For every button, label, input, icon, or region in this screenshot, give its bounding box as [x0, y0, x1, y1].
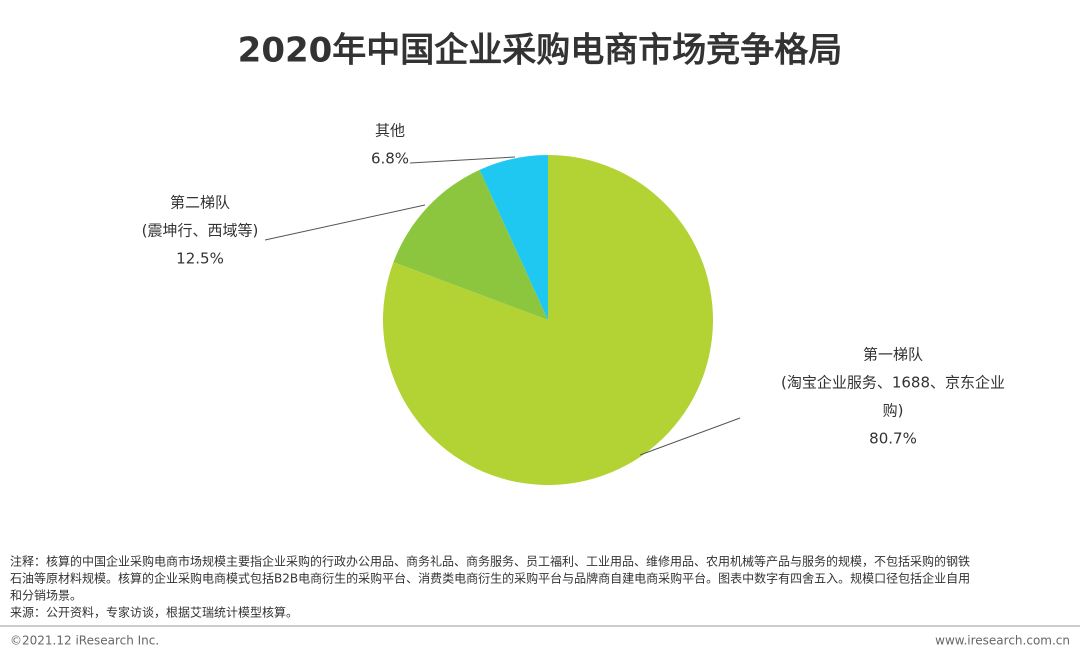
leader-line — [639, 417, 741, 456]
chart-title: 2020年中国企业采购电商市场竞争格局 — [238, 31, 843, 71]
label-detail: 购) — [883, 402, 904, 420]
note-line: 注释：核算的中国企业采购电商市场规模主要指企业采购的行政办公用品、商务礼品、商务… — [10, 554, 970, 569]
pie-slice — [479, 155, 548, 320]
label-detail: (淘宝企业服务、1688、京东企业 — [781, 374, 1005, 392]
source: 来源：公开资料，专家访谈，根据艾瑞统计模型核算。 — [10, 605, 298, 620]
legend-label: 其他 — [375, 122, 405, 140]
legend-label: 第一梯队 — [863, 346, 923, 364]
note-line: 和分销场景。 — [10, 589, 82, 603]
data-label: 12.5% — [176, 250, 224, 268]
pie-slice — [393, 169, 548, 320]
copyright: ©2021.12 iResearch Inc. — [10, 634, 159, 648]
data-label: 80.7% — [869, 430, 917, 448]
label-detail: (震坤行、西域等) — [142, 222, 259, 240]
note-line: 石油等原材料规模。核算的企业采购电商模式包括B2B电商衍生的采购平台、消费类电商… — [10, 571, 970, 586]
legend-label: 第二梯队 — [170, 194, 230, 212]
leader-line — [409, 156, 516, 164]
website: www.iresearch.com.cn — [935, 634, 1070, 648]
leader-line — [264, 204, 426, 241]
data-label: 6.8% — [371, 150, 409, 168]
